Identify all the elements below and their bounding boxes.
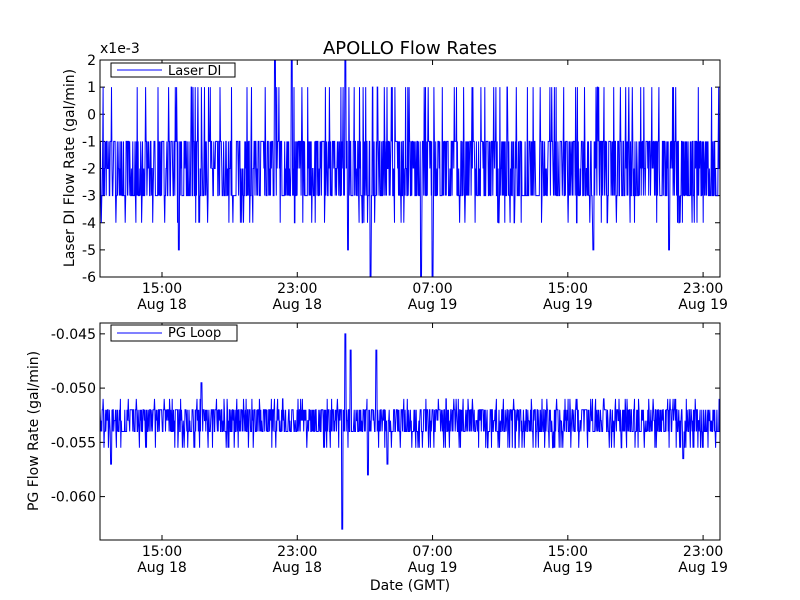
laser-di-xtick-label-time: 15:00 (548, 281, 588, 297)
laser-di-legend: Laser DI (110, 62, 236, 79)
pg-xtick-label-time: 23:00 (683, 544, 723, 560)
laser-di-ytick-label: -5 (82, 243, 96, 259)
pg-ytick-label: -0.045 (51, 327, 96, 343)
laser-di-scale-label: x1e-3 (100, 41, 140, 57)
pg-legend: PG Loop (110, 324, 238, 342)
pg-ytick-label: -0.050 (51, 381, 96, 397)
laser-di-axes-frame (99, 59, 721, 278)
legend-label-laser-di: Laser DI (168, 64, 221, 79)
pg-ytick-label: -0.060 (51, 490, 96, 506)
pg-series-line (99, 333, 721, 530)
laser-di-xtick-label-date: Aug 19 (678, 297, 728, 313)
laser-di-xtick-label-time: 15:00 (142, 281, 182, 297)
pg-xtick-label-time: 15:00 (548, 544, 588, 560)
pg-xtick-label-date: Aug 19 (678, 560, 728, 576)
pg-loop-panel: PG Flow Rate (gal/min) Date (GMT) -0.045… (26, 322, 728, 594)
pg-xtick-label-date: Aug 18 (272, 560, 322, 576)
pg-xtick-label-date: Aug 19 (408, 560, 458, 576)
laser-di-xtick-label-time: 23:00 (277, 281, 317, 297)
laser-di-series-line (99, 59, 720, 278)
pg-xtick-label-time: 07:00 (412, 544, 452, 560)
pg-ytick-label: -0.055 (51, 435, 96, 451)
laser-di-xtick-label-date: Aug 19 (408, 297, 458, 313)
pg-xtick-label-time: 23:00 (277, 544, 317, 560)
pg-xtick-label-date: Aug 19 (543, 560, 593, 576)
laser-di-ytick-label: -1 (82, 134, 96, 150)
pg-xtick-label-time: 15:00 (142, 544, 182, 560)
figure-title: APOLLO Flow Rates (323, 38, 497, 59)
laser-di-ytick-label: 1 (87, 80, 96, 96)
laser-di-ytick-label: 2 (87, 53, 96, 69)
laser-di-xtick-label-time: 07:00 (412, 281, 452, 297)
laser-di-xtick-label-date: Aug 18 (272, 297, 322, 313)
pg-x-axis-label: Date (GMT) (370, 578, 450, 594)
pg-axes-frame (99, 322, 721, 541)
laser-di-ytick-label: -3 (82, 189, 96, 205)
laser-di-panel: x1e-3 Laser DI Flow Rate (gal/min) 2 1 0 -1… (62, 41, 728, 313)
legend-box (110, 62, 236, 78)
laser-di-ytick-label: -4 (82, 216, 96, 232)
laser-di-ytick-label: -6 (82, 270, 96, 286)
laser-di-y-axis-label: Laser DI Flow Rate (gal/min) (62, 69, 78, 267)
pg-y-axis-label: PG Flow Rate (gal/min) (26, 351, 42, 511)
legend-label-pg-loop: PG Loop (168, 326, 221, 341)
laser-di-ytick-label: 0 (87, 107, 96, 123)
laser-di-xtick-label-date: Aug 19 (543, 297, 593, 313)
laser-di-xtick-label-date: Aug 18 (137, 297, 187, 313)
laser-di-ytick-label: -2 (82, 162, 96, 178)
laser-di-xtick-label-time: 23:00 (683, 281, 723, 297)
legend-box (110, 324, 238, 342)
pg-xtick-label-date: Aug 18 (137, 560, 187, 576)
